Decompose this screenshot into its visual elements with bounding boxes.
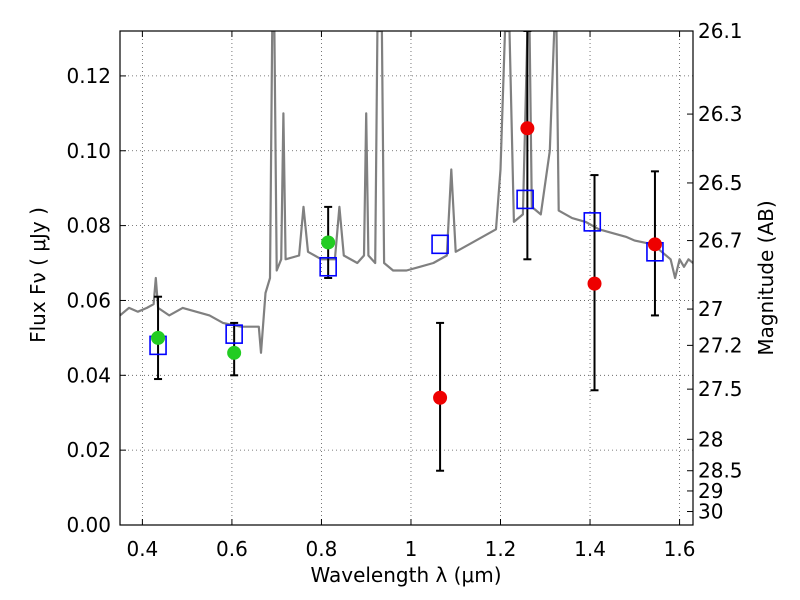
data-point [647,237,662,252]
model-square [516,189,534,210]
x-tick-label: 1.2 [485,537,517,561]
right-tick-label: 26.7 [698,229,743,253]
data-point [587,276,602,291]
y-axis-label-right: Magnitude (AB) [754,200,778,355]
right-tick-label: 26.1 [698,19,743,43]
model-square [583,212,602,232]
y-tick-label: 0.00 [66,513,111,537]
y-tick-label: 0.10 [66,139,111,163]
data-point [433,390,448,405]
x-tick-label: 0.8 [306,537,338,561]
x-tick-label: 1 [405,537,418,561]
model-square [431,234,449,255]
y-tick-label: 0.04 [66,363,111,387]
right-tick-label: 30 [698,500,723,524]
right-tick-label: 28.5 [698,459,743,483]
right-tick-label: 27 [698,297,723,321]
x-tick-label: 1.6 [664,537,696,561]
tick-labels: 0.4 0.6 0.8 1 1.2 1.4 1.6 0.00 0.02 0.04 0.06 0.08 0… [66,19,742,561]
y-tick-label: 0.06 [66,288,111,312]
right-tick-label: 29 [698,479,723,503]
y-axis-label: Flux Fν ( μJy ) [26,207,50,343]
right-tick-label: 26.5 [698,171,743,195]
right-tick-label: 27.5 [698,377,743,401]
plot-background [120,31,693,525]
y-tick-label: 0.12 [66,64,111,88]
x-tick-label: 0.6 [216,537,248,561]
data-point [520,121,535,136]
data-point [151,330,166,345]
right-tick-label: 26.3 [698,102,743,126]
right-tick-label: 27.2 [698,333,743,357]
x-tick-label: 0.4 [126,537,158,561]
y-tick-label: 0.02 [66,438,111,462]
plot-frame [119,30,694,526]
model-square [319,256,337,277]
data-point [227,345,242,360]
y-tick-label: 0.08 [66,214,111,238]
right-tick-label: 28 [698,427,723,451]
model-square [225,324,243,344]
x-axis-label: Wavelength λ (μm) [310,563,501,587]
points-layer [151,121,662,405]
x-tick-label: 1.4 [574,537,606,561]
data-point [321,235,336,250]
spectrum-layer [120,31,693,354]
spectrum-line [120,31,693,354]
ticks-layer [120,30,693,526]
